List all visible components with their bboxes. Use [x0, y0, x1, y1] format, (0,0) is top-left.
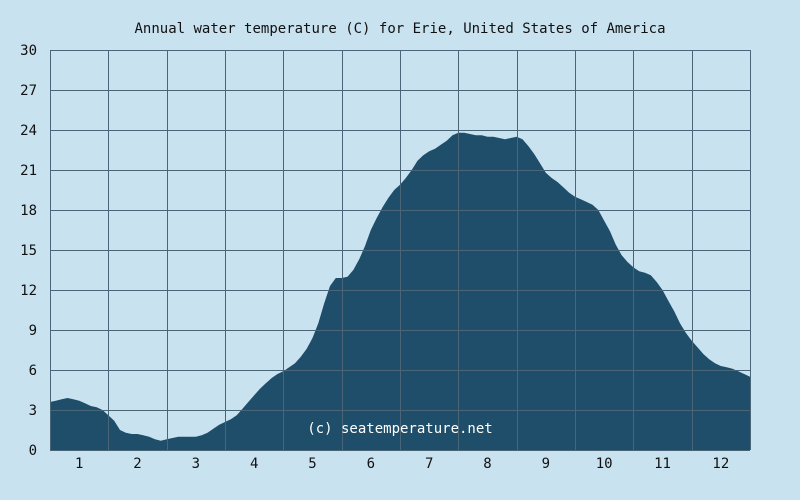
x-tick-label: 3 — [192, 456, 200, 472]
watermark: (c) seatemperature.net — [307, 421, 492, 437]
x-tick-label: 2 — [133, 456, 141, 472]
y-tick-label: 9 — [29, 323, 37, 339]
x-tick-label: 6 — [367, 456, 375, 472]
y-tick-label: 3 — [29, 403, 37, 419]
x-tick-label: 10 — [596, 456, 613, 472]
x-tick-label: 1 — [75, 456, 83, 472]
y-tick-label: 18 — [20, 203, 37, 219]
grid-layer — [50, 50, 751, 451]
y-axis: 0 3 6 9 12 15 18 21 24 27 30 — [20, 43, 37, 459]
x-tick-label: 8 — [483, 456, 491, 472]
y-tick-label: 12 — [20, 283, 37, 299]
y-tick-label: 21 — [20, 163, 37, 179]
y-tick-label: 0 — [29, 443, 37, 459]
y-tick-label: 30 — [20, 43, 37, 59]
x-tick-label: 7 — [425, 456, 433, 472]
y-tick-label: 15 — [20, 243, 37, 259]
x-axis: 1 2 3 4 5 6 7 8 9 10 11 12 — [75, 456, 729, 472]
x-tick-label: 12 — [712, 456, 729, 472]
x-tick-label: 9 — [542, 456, 550, 472]
y-tick-label: 6 — [29, 363, 37, 379]
x-tick-label: 4 — [250, 456, 258, 472]
y-tick-label: 27 — [20, 83, 37, 99]
x-tick-label: 11 — [654, 456, 671, 472]
chart-title: Annual water temperature (C) for Erie, U… — [134, 21, 665, 37]
x-tick-label: 5 — [308, 456, 316, 472]
y-tick-label: 24 — [20, 123, 37, 139]
